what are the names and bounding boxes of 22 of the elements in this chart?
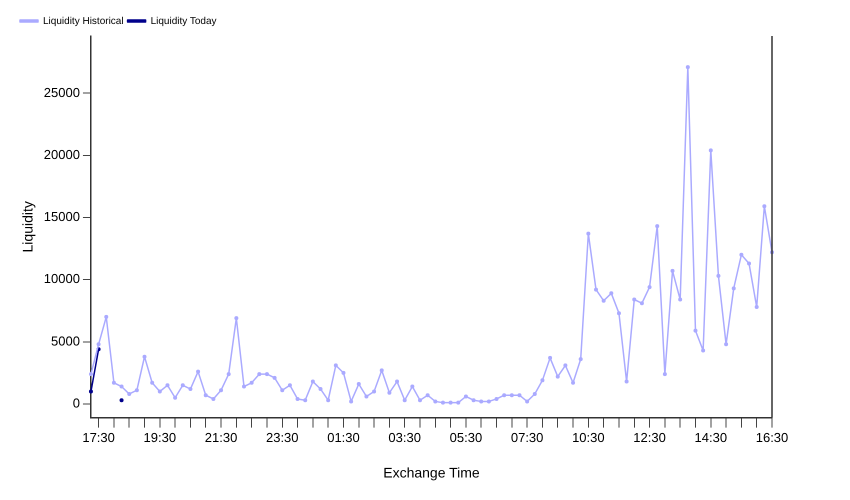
y-tick-label: 20000 [44, 146, 80, 162]
x-tick-label: 17:30 [82, 430, 115, 445]
x-tick-label: 12:30 [633, 430, 666, 445]
x-tick-label: 19:30 [144, 430, 176, 445]
x-tick-label: 14:30 [694, 430, 728, 445]
x-tick-label: 03:30 [388, 430, 421, 445]
x-tick-label: 23:30 [266, 430, 299, 445]
legend-label: Liquidity Today [150, 16, 217, 27]
y-tick-label: 10000 [44, 271, 80, 286]
y-tick-label: 25000 [44, 84, 80, 100]
x-tick-label: 21:30 [204, 430, 238, 445]
x-tick-label: 16:30 [756, 430, 788, 445]
x-tick-label: 05:30 [450, 430, 482, 445]
x-axis-title: Exchange Time [383, 464, 480, 480]
y-tick-label: 5000 [51, 333, 80, 348]
x-tick-label: 07:30 [510, 430, 544, 445]
y-tick-label: 15000 [44, 209, 80, 224]
y-tick-label: 0 [72, 396, 80, 411]
y-axis-title: Liquidity [19, 201, 36, 252]
x-tick-label: 10:30 [572, 430, 605, 445]
x-tick-label: 01:30 [327, 430, 360, 445]
legend-label: Liquidity Historical [43, 16, 124, 27]
